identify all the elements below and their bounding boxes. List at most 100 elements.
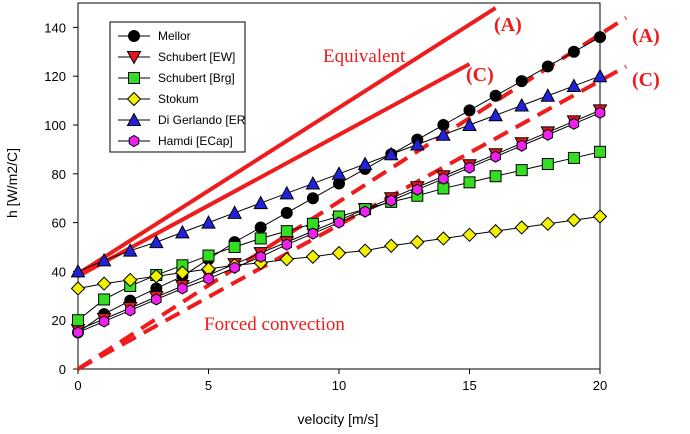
y-tick-label: 120 <box>44 69 66 84</box>
y-axis: 0 20 40 60 80 100 120 140 <box>44 20 78 377</box>
reference-line-3 <box>76 15 628 371</box>
data-point <box>592 209 608 224</box>
legend-marker <box>128 134 140 148</box>
data-point <box>331 245 347 261</box>
data-point <box>305 249 321 264</box>
y-tick-label: 0 <box>59 362 66 377</box>
data-point <box>410 234 425 250</box>
y-tick-label: 100 <box>44 118 66 133</box>
data-point <box>96 252 112 267</box>
data-point <box>98 293 111 306</box>
legend-label: Hamdi [ECap] <box>158 134 233 148</box>
y-tick-label: 80 <box>52 167 66 182</box>
data-point <box>490 150 501 163</box>
reference-line-label: (C) <box>632 69 660 91</box>
reference-line-label: (A) <box>632 25 660 47</box>
data-point <box>488 107 503 122</box>
y-tick-label: 60 <box>52 216 66 231</box>
data-point <box>409 136 425 151</box>
annotation-text: Forced convection <box>204 314 345 335</box>
legend-marker <box>126 91 142 107</box>
reference-lines <box>76 6 628 371</box>
data-point <box>567 151 580 164</box>
legend-marker <box>126 51 142 65</box>
data-point <box>203 272 214 285</box>
series-5 <box>70 68 608 278</box>
y-tick-label: 20 <box>52 313 66 328</box>
series-layer <box>70 31 608 339</box>
data-point <box>357 243 373 258</box>
data-point <box>541 158 554 171</box>
data-point <box>462 117 477 131</box>
data-point <box>70 281 86 296</box>
data-point <box>228 241 241 253</box>
legend-marker <box>126 112 142 126</box>
data-point <box>96 276 112 291</box>
data-point <box>514 97 530 112</box>
series-3 <box>72 145 606 327</box>
data-point <box>488 223 503 239</box>
data-point <box>489 89 502 102</box>
data-point <box>202 249 215 262</box>
data-point <box>306 192 319 205</box>
reference-line-2 <box>77 62 471 279</box>
data-point <box>594 106 606 119</box>
data-point <box>516 139 527 152</box>
data-point <box>254 221 267 234</box>
data-point <box>280 225 293 238</box>
x-axis: 0 5 10 15 20 <box>74 369 607 393</box>
data-point <box>383 238 399 253</box>
data-point <box>541 60 554 73</box>
data-point <box>280 206 293 219</box>
reference-line-4 <box>77 64 628 371</box>
y-tick-label: 140 <box>44 20 66 35</box>
data-point <box>149 269 164 284</box>
x-tick-label: 15 <box>462 378 476 393</box>
reference-line-label: (C) <box>466 64 494 86</box>
data-point <box>229 261 240 274</box>
data-point <box>438 172 449 185</box>
data-point <box>305 176 321 190</box>
data-point <box>567 45 580 58</box>
data-point <box>594 31 606 44</box>
data-point <box>331 166 347 180</box>
annotation-text: Equivalent <box>323 46 406 67</box>
data-point <box>148 234 164 249</box>
data-point <box>515 164 528 177</box>
data-point <box>463 104 476 117</box>
legend-label: Schubert [EW] <box>158 50 235 64</box>
data-point <box>462 227 477 243</box>
data-point <box>122 243 138 257</box>
data-point <box>515 75 528 88</box>
data-point <box>359 205 371 218</box>
data-point <box>436 231 451 246</box>
data-point <box>201 215 216 229</box>
legend-label: Stokum <box>158 92 199 106</box>
x-tick-label: 0 <box>74 378 81 393</box>
data-point <box>357 156 373 171</box>
data-point <box>383 146 399 161</box>
data-point <box>540 216 556 232</box>
legend-box <box>109 21 246 153</box>
reference-line-1 <box>76 6 497 276</box>
data-point <box>279 185 295 200</box>
data-point <box>463 176 476 189</box>
legend-marker <box>128 72 140 84</box>
data-point <box>542 128 554 141</box>
legend: Mellor Schubert [EW] Schubert [Brg] Stokum D… <box>109 21 246 153</box>
y-axis-label: h [W/m2/C] <box>4 148 20 218</box>
data-point <box>227 205 242 219</box>
data-point <box>175 265 190 280</box>
data-point <box>151 293 162 306</box>
data-point <box>177 282 188 295</box>
legend-label: Mellor <box>158 29 191 43</box>
data-point <box>412 183 423 196</box>
x-axis-label: velocity [m/s] <box>298 411 379 427</box>
data-point <box>70 263 86 278</box>
data-point <box>72 314 84 327</box>
data-point <box>568 117 580 130</box>
series-6 <box>72 106 606 339</box>
data-point <box>175 224 190 239</box>
series-4 <box>70 209 608 296</box>
